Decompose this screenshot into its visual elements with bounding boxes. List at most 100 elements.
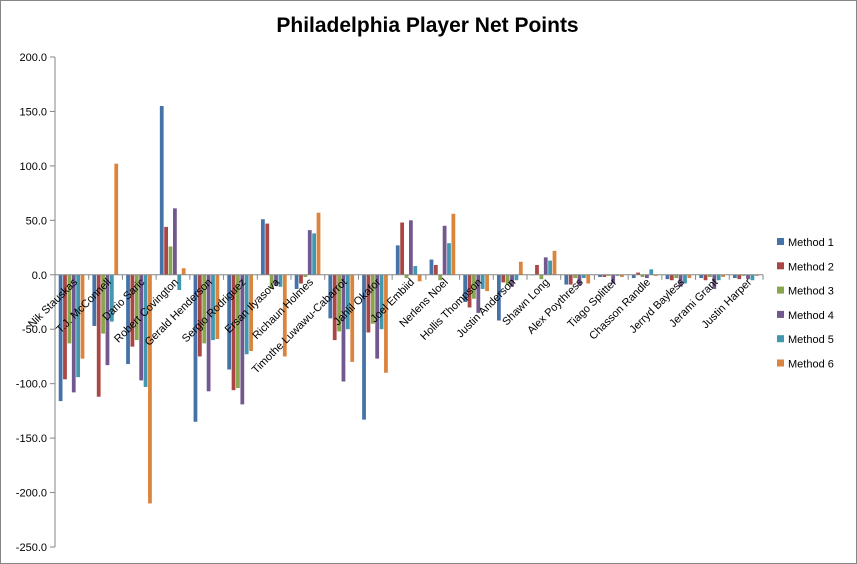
bar bbox=[712, 274, 717, 289]
bar bbox=[467, 274, 472, 308]
bar bbox=[303, 274, 308, 277]
bar bbox=[496, 274, 501, 321]
bar bbox=[101, 274, 105, 334]
legend-swatch bbox=[777, 359, 784, 367]
bar bbox=[384, 274, 388, 373]
legend-label: Method 3 bbox=[788, 286, 834, 298]
category-label: Hollis Thompson bbox=[418, 276, 484, 342]
bar bbox=[109, 274, 114, 322]
bar bbox=[581, 274, 586, 279]
legend-swatch bbox=[777, 310, 784, 318]
bar bbox=[105, 274, 110, 366]
bar bbox=[96, 274, 101, 397]
bar bbox=[451, 213, 456, 275]
bar bbox=[366, 274, 371, 333]
bar bbox=[379, 274, 384, 330]
bar bbox=[548, 260, 553, 275]
y-tick-label: 100.0 bbox=[19, 161, 47, 173]
y-tick-label: -50.0 bbox=[22, 324, 47, 336]
bar bbox=[337, 274, 341, 332]
bar bbox=[193, 274, 198, 422]
bar bbox=[442, 225, 447, 275]
bar bbox=[480, 274, 485, 289]
bar bbox=[350, 274, 355, 362]
bar bbox=[669, 274, 674, 281]
y-tick-label: 200.0 bbox=[19, 52, 47, 64]
bar bbox=[362, 274, 366, 420]
bar bbox=[139, 274, 144, 381]
y-tick-label: -150.0 bbox=[16, 433, 47, 445]
bar bbox=[645, 274, 649, 279]
bar bbox=[649, 269, 654, 275]
bar bbox=[746, 274, 750, 280]
bar bbox=[294, 274, 299, 289]
bar bbox=[687, 274, 692, 279]
bar bbox=[750, 274, 755, 281]
bar bbox=[505, 274, 510, 285]
bar bbox=[514, 274, 519, 281]
bar bbox=[236, 274, 240, 389]
category-label: Chasson Randle bbox=[587, 276, 653, 342]
bar bbox=[395, 245, 400, 275]
bar bbox=[134, 274, 139, 341]
bar bbox=[249, 274, 253, 351]
bar bbox=[260, 219, 265, 275]
legend-swatch bbox=[777, 238, 784, 245]
bar bbox=[476, 274, 481, 313]
bar bbox=[552, 250, 557, 275]
bar bbox=[708, 274, 712, 277]
bar bbox=[71, 274, 76, 393]
legend-label: Method 4 bbox=[788, 310, 834, 322]
bar bbox=[535, 264, 539, 275]
bar bbox=[510, 274, 514, 287]
bar bbox=[206, 274, 211, 392]
bar bbox=[181, 268, 186, 275]
bar bbox=[143, 274, 148, 387]
bar bbox=[703, 274, 708, 281]
bar bbox=[159, 106, 164, 275]
bar bbox=[568, 274, 573, 285]
bar bbox=[606, 274, 611, 276]
bar bbox=[564, 274, 569, 285]
bar bbox=[472, 274, 476, 299]
bar bbox=[177, 274, 182, 291]
legend-swatch bbox=[777, 286, 784, 294]
bar bbox=[63, 274, 67, 380]
y-tick-label: 50.0 bbox=[26, 215, 47, 227]
bar bbox=[240, 274, 245, 405]
bar bbox=[665, 274, 670, 280]
bar bbox=[640, 274, 645, 277]
bar bbox=[400, 222, 405, 275]
bar bbox=[76, 274, 81, 378]
bar bbox=[754, 274, 759, 276]
bar bbox=[653, 274, 658, 276]
bar bbox=[631, 274, 636, 279]
bar bbox=[126, 274, 130, 365]
legend-swatch bbox=[777, 335, 784, 343]
legend-swatch bbox=[777, 262, 784, 270]
bar bbox=[463, 274, 468, 302]
legend-label: Method 2 bbox=[788, 261, 834, 273]
bar bbox=[345, 274, 350, 330]
bar bbox=[114, 163, 119, 275]
bar bbox=[429, 259, 434, 275]
bar bbox=[674, 274, 679, 279]
y-tick-label: -100.0 bbox=[16, 379, 47, 391]
bar bbox=[620, 274, 624, 277]
bar bbox=[332, 274, 337, 341]
bar bbox=[202, 274, 207, 344]
bar bbox=[370, 274, 375, 324]
bar bbox=[282, 274, 287, 357]
bar bbox=[197, 274, 202, 357]
bar bbox=[683, 274, 687, 284]
bar bbox=[168, 246, 173, 275]
bar bbox=[130, 274, 135, 347]
bar bbox=[269, 274, 274, 289]
bar bbox=[721, 274, 725, 277]
bar bbox=[80, 274, 85, 359]
bar bbox=[67, 274, 72, 344]
bar bbox=[231, 274, 236, 391]
bar bbox=[307, 230, 312, 275]
bar bbox=[278, 274, 283, 287]
bar bbox=[577, 274, 582, 286]
